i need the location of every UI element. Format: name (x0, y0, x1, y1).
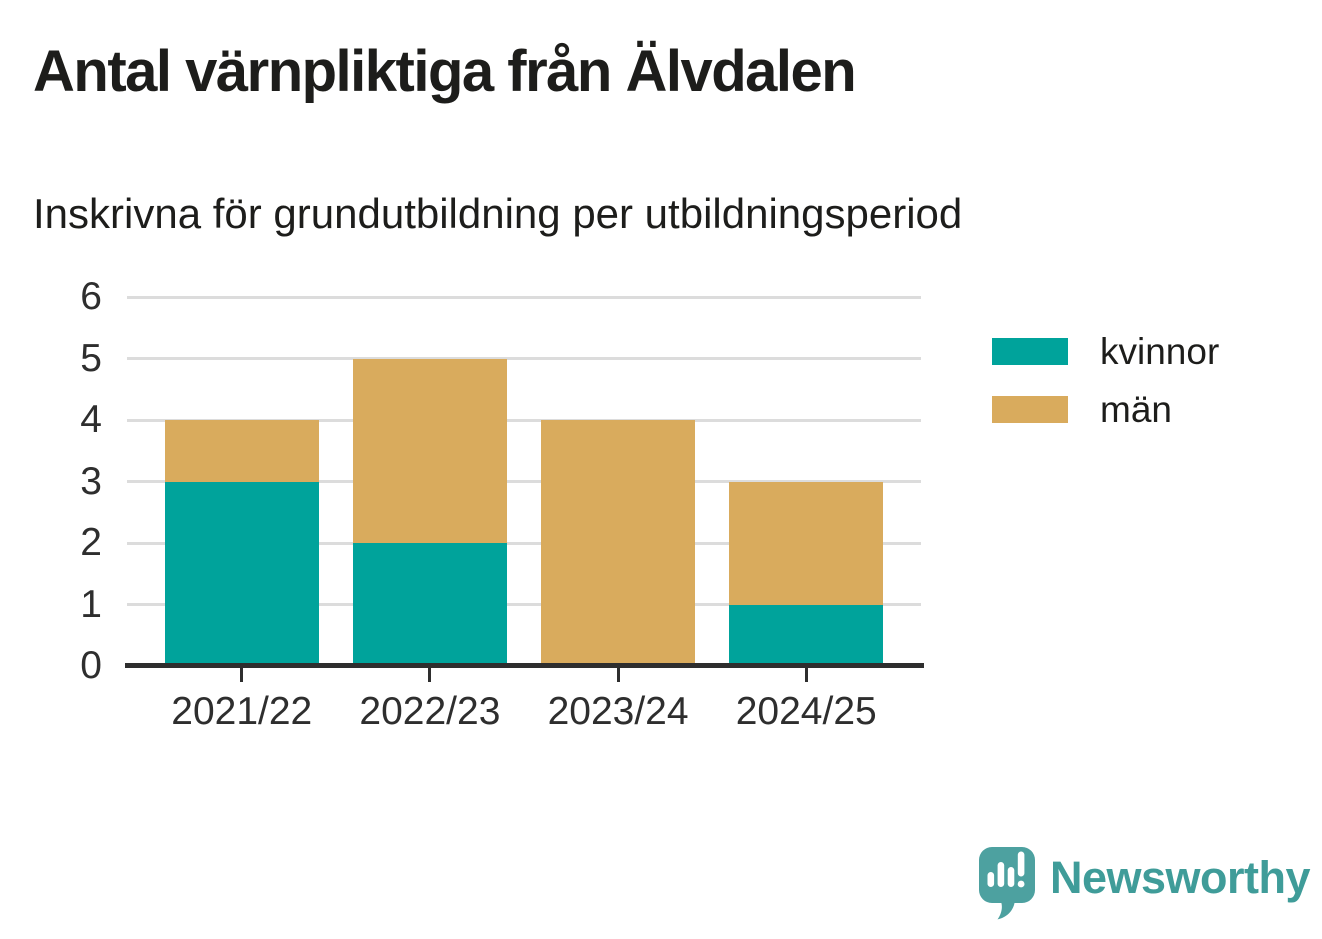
legend-item-kvinnor: kvinnor (992, 331, 1219, 372)
gridline-6 (127, 295, 921, 299)
x-tick-2024/25 (804, 668, 808, 682)
legend-swatch-kvinnor (992, 338, 1068, 365)
newsworthy-speech-bubble-bar-chart-icon (979, 847, 1035, 920)
bar-män-2023/24 (540, 420, 696, 666)
x-tick-label-2024/25: 2024/25 (735, 690, 877, 733)
bar-kvinnor-2024/25 (729, 604, 884, 666)
legend-label-man: män (1100, 388, 1172, 430)
x-tick-label-2022/23: 2022/23 (359, 690, 501, 733)
chart-title: Antal värnpliktiga från Älvdalen (33, 39, 857, 104)
gridline-1 (127, 603, 921, 606)
x-axis-line (125, 663, 924, 668)
gridline-3 (127, 480, 921, 483)
x-tick-2021/22 (240, 668, 244, 682)
chart-subtitle: Inskrivna för grundutbildning per utbild… (33, 190, 963, 237)
bar-män-2022/23 (352, 358, 508, 543)
legend-item-man: män (992, 389, 1219, 430)
gridline-2 (127, 541, 921, 545)
y-tick-label-5: 5 (80, 336, 102, 380)
gridline-5 (127, 357, 921, 360)
newsworthy-logo: Newsworthy (978, 846, 1311, 920)
newsworthy-logo-text: Newsworthy (1050, 852, 1311, 903)
x-tick-label-2021/22: 2021/22 (171, 690, 313, 733)
y-tick-label-4: 4 (80, 398, 102, 441)
legend-label-kvinnor: kvinnor (1100, 330, 1220, 372)
y-tick-label-1: 1 (80, 582, 102, 626)
bar-kvinnor-2022/23 (352, 543, 508, 666)
plot-area (127, 295, 921, 666)
y-tick-label-3: 3 (80, 459, 102, 503)
x-tick-2023/24 (616, 668, 620, 682)
bar-män-2021/22 (164, 420, 319, 482)
gridline-4 (127, 418, 921, 422)
bar-män-2024/25 (729, 481, 884, 605)
y-tick-label-0: 0 (80, 644, 102, 687)
y-tick-label-6: 6 (80, 275, 102, 318)
legend: kvinnor män (992, 331, 1219, 454)
x-axis: 2021/22 2022/23 2023/24 2024/25 (127, 668, 921, 738)
y-tick-label-2: 2 (80, 521, 102, 564)
x-tick-label-2023/24: 2023/24 (547, 690, 689, 733)
bar-kvinnor-2021/22 (164, 481, 319, 666)
legend-swatch-man (992, 396, 1068, 423)
x-tick-2022/23 (428, 668, 432, 682)
